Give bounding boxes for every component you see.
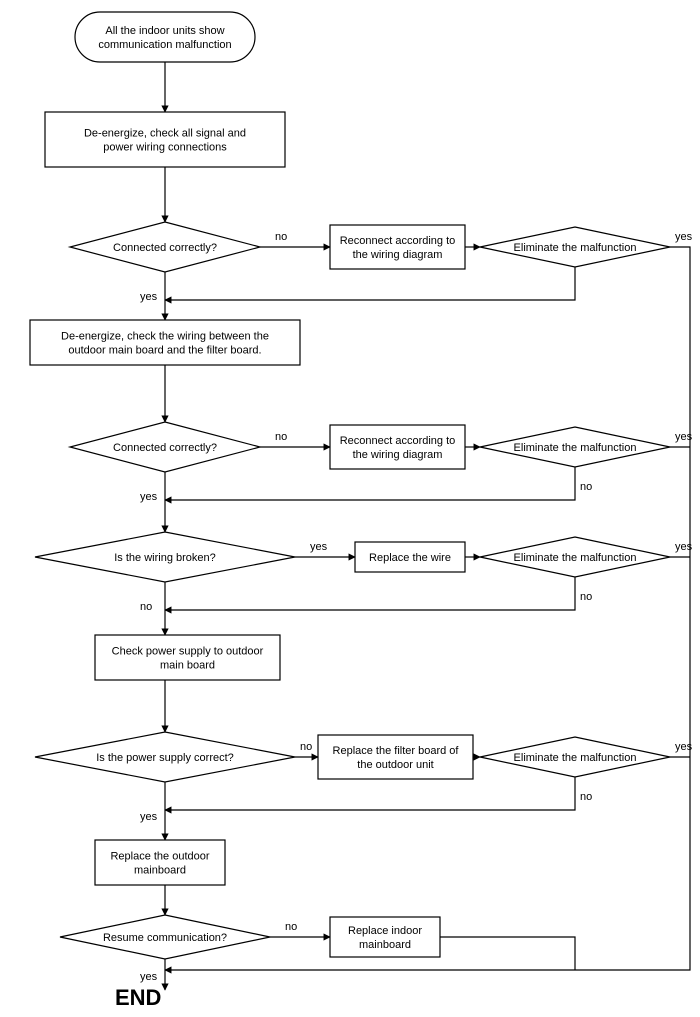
edge-label: no bbox=[580, 791, 592, 803]
node-text: Reconnect according to bbox=[340, 435, 456, 447]
node-r4: Replace the filter board of the outdoor u… bbox=[318, 735, 473, 779]
node-text: Eliminate the malfunction bbox=[514, 752, 637, 764]
edge-label: no bbox=[285, 921, 297, 933]
node-d3: Is the wiring broken? bbox=[35, 532, 295, 582]
edge-label: no bbox=[140, 601, 152, 613]
edge-label: no bbox=[580, 591, 592, 603]
node-text: Connected correctly? bbox=[113, 242, 217, 254]
node-text: De-energize, check the wiring between th… bbox=[61, 331, 269, 343]
node-r1: Reconnect according to the wiring diagram bbox=[330, 225, 465, 269]
edge-label: yes bbox=[140, 811, 158, 823]
edge bbox=[440, 937, 575, 970]
node-p1: De-energize, check all signal and power w… bbox=[45, 112, 285, 167]
node-text: Is the wiring broken? bbox=[114, 552, 216, 564]
node-e4: Eliminate the malfunction bbox=[480, 737, 670, 777]
edge-label: yes bbox=[140, 291, 158, 303]
node-text: Replace the filter board of bbox=[333, 745, 460, 757]
node-text: Resume communication? bbox=[103, 932, 227, 944]
edge-label: no bbox=[275, 431, 287, 443]
node-d4: Is the power supply correct? bbox=[35, 732, 295, 782]
node-text: Check power supply to outdoor bbox=[112, 646, 264, 658]
node-text: main board bbox=[160, 660, 215, 672]
node-text: Connected correctly? bbox=[113, 442, 217, 454]
node-text: De-energize, check all signal and bbox=[84, 128, 246, 140]
node-text: Eliminate the malfunction bbox=[514, 552, 637, 564]
node-d1: Connected correctly? bbox=[70, 222, 260, 272]
node-text: outdoor main board and the filter board. bbox=[68, 345, 261, 357]
node-r3: Replace the wire bbox=[355, 542, 465, 572]
node-r5: Replace indoor mainboard bbox=[330, 917, 440, 957]
node-e3: Eliminate the malfunction bbox=[480, 537, 670, 577]
edge-label: yes bbox=[675, 231, 693, 243]
edge-label: yes bbox=[675, 741, 693, 753]
node-p3: Check power supply to outdoor main board bbox=[95, 635, 280, 680]
node-text: mainboard bbox=[134, 865, 186, 877]
node-text: Replace the wire bbox=[369, 552, 451, 564]
node-text: the outdoor unit bbox=[357, 759, 433, 771]
node-text: communication malfunction bbox=[98, 39, 231, 51]
edge-label: no bbox=[275, 231, 287, 243]
edge bbox=[165, 577, 575, 610]
node-d5: Resume communication? bbox=[60, 915, 270, 959]
edge-label: yes bbox=[675, 431, 693, 443]
node-e1: Eliminate the malfunction bbox=[480, 227, 670, 267]
node-text: the wiring diagram bbox=[353, 449, 443, 461]
edge-label: yes bbox=[675, 541, 693, 553]
node-r2: Reconnect according to the wiring diagram bbox=[330, 425, 465, 469]
node-text: Eliminate the malfunction bbox=[514, 242, 637, 254]
flowchart: no yes yes no yes no yes yes yes no no no yes no yes no… bbox=[0, 0, 700, 1017]
edge bbox=[575, 247, 690, 970]
edge-label: yes bbox=[140, 491, 158, 503]
edge-label: yes bbox=[310, 541, 328, 553]
nodes: All the indoor units show communication m… bbox=[30, 12, 670, 959]
node-text: mainboard bbox=[359, 939, 411, 951]
node-text: All the indoor units show bbox=[105, 25, 224, 37]
edge-label: no bbox=[580, 481, 592, 493]
node-text: Replace the outdoor bbox=[110, 851, 209, 863]
edge-label: yes bbox=[140, 971, 158, 983]
node-text: Reconnect according to bbox=[340, 235, 456, 247]
edge bbox=[165, 267, 575, 300]
edge bbox=[165, 777, 575, 810]
node-text: Is the power supply correct? bbox=[96, 752, 234, 764]
node-text: Eliminate the malfunction bbox=[514, 442, 637, 454]
node-e2: Eliminate the malfunction bbox=[480, 427, 670, 467]
node-text: Replace indoor bbox=[348, 925, 422, 937]
node-p4: Replace the outdoor mainboard bbox=[95, 840, 225, 885]
end-label: END bbox=[115, 985, 161, 1010]
node-p2: De-energize, check the wiring between th… bbox=[30, 320, 300, 365]
node-d2: Connected correctly? bbox=[70, 422, 260, 472]
edge bbox=[165, 467, 575, 500]
node-start: All the indoor units show communication m… bbox=[75, 12, 255, 62]
node-text: power wiring connections bbox=[103, 142, 227, 154]
node-text: the wiring diagram bbox=[353, 249, 443, 261]
edge-label: no bbox=[300, 741, 312, 753]
